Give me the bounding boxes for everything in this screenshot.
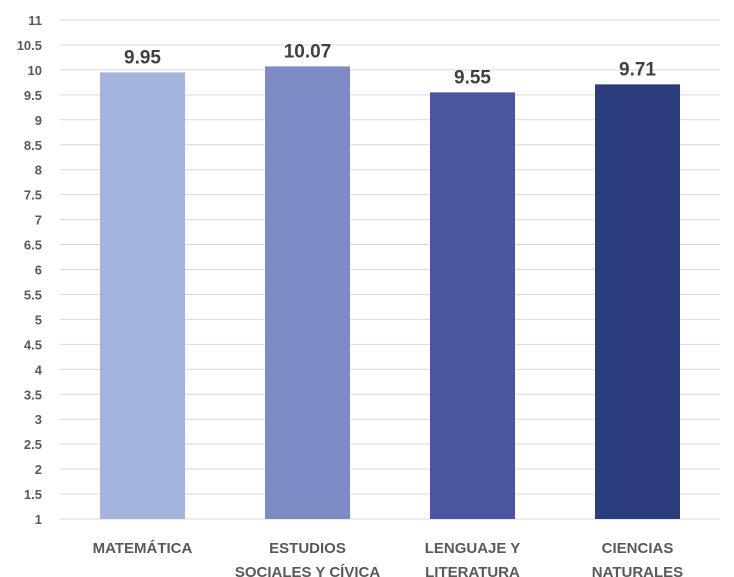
y-tick-label: 2.5 <box>24 437 42 452</box>
y-tick-label: 6.5 <box>24 238 42 253</box>
y-axis-ticks: 1 1.5 2 2.5 3 3.5 4 4.5 5 5.5 6 6.5 7 7.5 8 8.5 9 9.5 10 10… <box>17 13 43 527</box>
y-tick-label: 5.5 <box>24 287 42 302</box>
y-tick-label: 10.5 <box>17 38 42 53</box>
bars <box>100 66 680 520</box>
y-tick-label: 10 <box>28 63 42 78</box>
bar <box>100 72 185 520</box>
x-category-label: MATEMÁTICA <box>93 540 193 557</box>
y-tick-label: 1.5 <box>24 487 42 502</box>
data-label: 9.55 <box>454 67 491 88</box>
data-labels: 9.95 10.07 9.55 9.71 <box>124 41 656 88</box>
x-category-label: LITERATURA <box>425 564 520 577</box>
y-tick-label: 7 <box>35 213 42 228</box>
y-tick-label: 3 <box>35 412 42 427</box>
data-label: 10.07 <box>284 41 332 62</box>
x-category-label: ESTUDIOS <box>269 540 346 557</box>
data-label: 9.71 <box>619 59 656 80</box>
y-tick-label: 1 <box>35 512 42 527</box>
data-label: 9.95 <box>124 47 161 68</box>
x-category-label: SOCIALES Y CÍVICA <box>235 564 380 577</box>
y-tick-label: 5 <box>35 312 42 327</box>
y-tick-label: 6 <box>35 263 42 278</box>
y-tick-label: 11 <box>28 13 42 28</box>
x-category-label: NATURALES <box>592 564 683 577</box>
y-tick-label: 4 <box>35 362 43 377</box>
y-tick-label: 3.5 <box>24 387 42 402</box>
y-tick-label: 7.5 <box>24 188 42 203</box>
y-tick-label: 2 <box>35 462 42 477</box>
bar <box>265 66 350 520</box>
x-category-label: CIENCIAS <box>602 540 674 557</box>
x-axis-categories: MATEMÁTICA ESTUDIOS SOCIALES Y CÍVICA LENGU… <box>93 540 684 577</box>
y-tick-label: 4.5 <box>24 337 42 352</box>
x-category-label: LENGUAJE Y <box>425 540 521 557</box>
y-tick-label: 9 <box>35 113 42 128</box>
y-tick-label: 8 <box>35 163 42 178</box>
y-tick-label: 9.5 <box>24 88 42 103</box>
bar <box>430 92 515 519</box>
y-tick-label: 8.5 <box>24 138 42 153</box>
bar <box>595 84 680 519</box>
